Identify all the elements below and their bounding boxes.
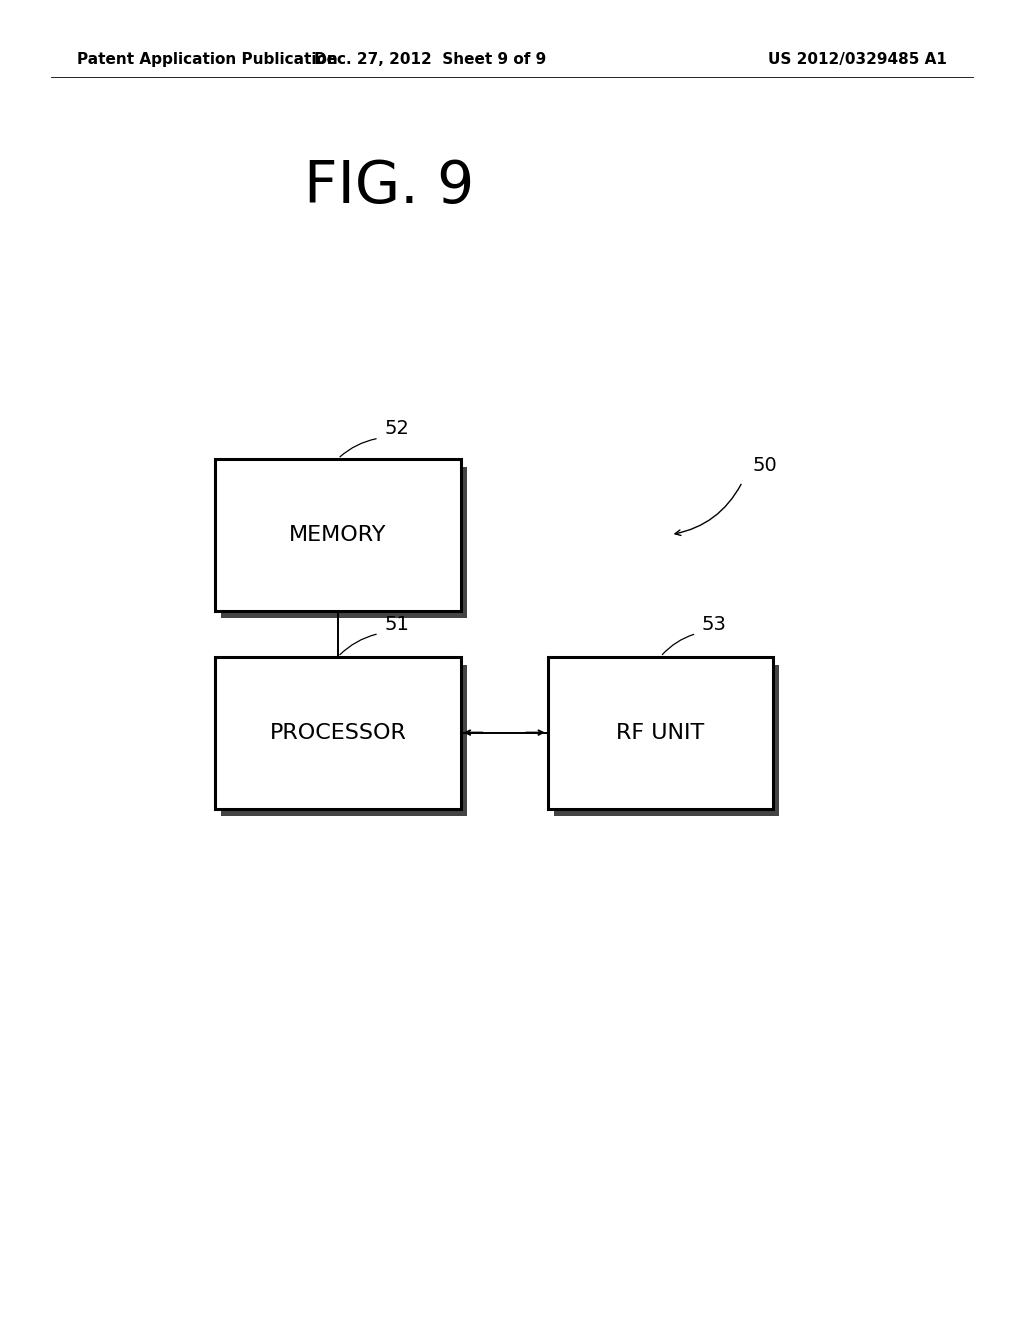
Text: 51: 51: [384, 615, 409, 634]
Text: MEMORY: MEMORY: [289, 524, 387, 545]
Text: PROCESSOR: PROCESSOR: [269, 722, 407, 743]
Text: Dec. 27, 2012  Sheet 9 of 9: Dec. 27, 2012 Sheet 9 of 9: [314, 51, 546, 67]
Text: 53: 53: [701, 615, 726, 634]
Text: FIG. 9: FIG. 9: [304, 158, 474, 215]
Text: RF UNIT: RF UNIT: [616, 722, 705, 743]
Text: US 2012/0329485 A1: US 2012/0329485 A1: [768, 51, 947, 67]
Text: 52: 52: [384, 420, 409, 438]
Bar: [548, 656, 773, 808]
Bar: [221, 665, 467, 816]
Text: 50: 50: [753, 457, 777, 475]
Bar: [215, 656, 461, 808]
Text: Patent Application Publication: Patent Application Publication: [77, 51, 338, 67]
Bar: [554, 665, 779, 816]
Bar: [215, 459, 461, 610]
Bar: [221, 467, 467, 618]
